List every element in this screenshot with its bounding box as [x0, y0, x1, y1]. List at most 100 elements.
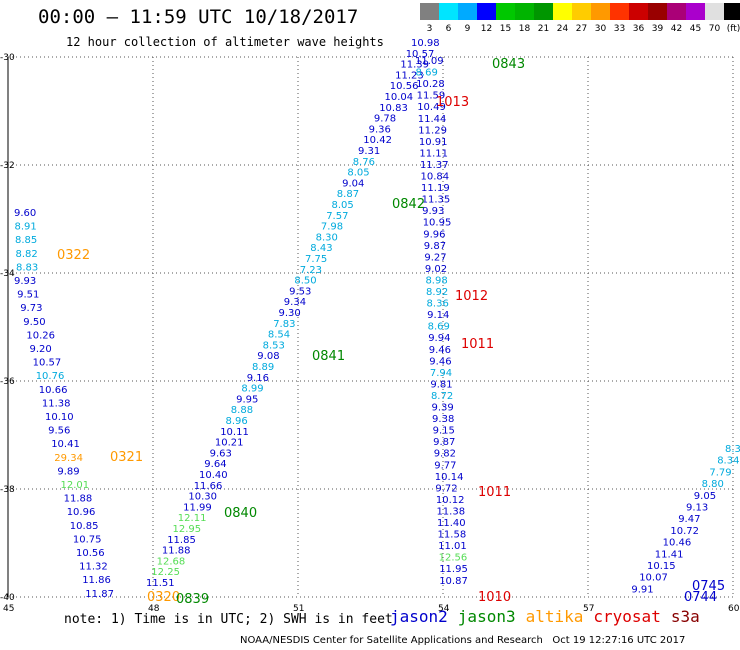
legend-item-altika: altika	[525, 607, 584, 626]
wave-height-value: 10.85	[70, 521, 99, 532]
wave-height-value: 10.98	[411, 38, 440, 49]
colorbar-label: (ft)	[726, 24, 740, 34]
wave-height-value: 10.41	[51, 439, 80, 450]
wave-height-value: 12.25	[151, 567, 180, 578]
wave-height-value: 9.93	[422, 206, 444, 217]
wave-height-value: 7.83	[273, 319, 295, 330]
map-title: 00:00 – 11:59 UTC 10/18/2017	[38, 6, 359, 28]
wave-height-value: 9.87	[433, 437, 455, 448]
wave-height-value: 10.07	[639, 573, 668, 584]
y-tick-label: -38	[0, 485, 15, 495]
wave-height-value: 10.14	[435, 472, 464, 483]
legend-item-jason2: jason2	[390, 607, 448, 626]
colorbar-label: 12	[480, 24, 493, 34]
wave-height-value: 11.35	[422, 195, 451, 206]
colorbar-label: 9	[464, 24, 471, 34]
wave-height-value: 9.89	[57, 466, 79, 477]
wave-height-value: 8.96	[226, 416, 248, 427]
colorbar-label: 24	[556, 24, 569, 34]
wave-height-value: 7.23	[300, 265, 322, 276]
wave-height-value: 11.19	[421, 183, 450, 194]
wave-height-value: 9.93	[14, 276, 36, 287]
pass-label: 0745	[692, 579, 725, 594]
x-tick-label: 54	[438, 604, 450, 614]
wave-height-value: 9.15	[433, 426, 455, 437]
wave-height-value: 12.95	[173, 524, 202, 535]
wave-height-value: 11.01	[438, 541, 467, 552]
colorbar-label: 6	[445, 24, 452, 34]
wave-height-value: 11.88	[162, 546, 191, 557]
colorbar-label: 18	[518, 24, 531, 34]
x-tick-label: 57	[583, 604, 594, 614]
wave-height-value: 8.89	[252, 362, 274, 373]
wave-height-value: 10.15	[647, 561, 676, 572]
wave-height-value: 10.72	[670, 526, 699, 537]
wave-height-value: 9.56	[48, 426, 70, 437]
y-tick-label: -32	[0, 161, 15, 171]
legend-item-s3a: s3a	[670, 607, 700, 626]
wave-height-value: 9.08	[257, 351, 279, 362]
y-tick-label: -34	[0, 269, 15, 279]
colorbar-swatch	[534, 3, 553, 20]
wave-height-value: 11.41	[655, 549, 684, 560]
wave-height-value: 9.47	[678, 514, 700, 525]
wave-height-value: 8.98	[425, 275, 447, 286]
wave-height-value: 8.85	[15, 235, 37, 246]
wave-height-value: 10.91	[419, 137, 448, 148]
wave-height-value: 8.69	[416, 68, 438, 79]
wave-height-value: 8.91	[15, 222, 37, 233]
wave-height-value: 10.87	[439, 576, 468, 587]
wave-height-value: 9.53	[289, 286, 311, 297]
x-tick-label: 51	[293, 604, 304, 614]
y-tick-label: -30	[0, 53, 15, 63]
wave-height-value: 10.56	[390, 81, 419, 92]
wave-height-value: 9.05	[694, 491, 716, 502]
colorbar-swatch	[610, 3, 629, 20]
pass-label: 0744	[684, 590, 717, 605]
pass-label: 1011	[461, 337, 494, 352]
wave-height-value: 10.83	[379, 103, 408, 114]
wave-height-value: 11.37	[420, 160, 449, 171]
wave-height-value: 8.76	[353, 157, 375, 168]
pass-label: 0322	[57, 248, 90, 263]
wave-height-value: 8.50	[294, 276, 316, 287]
wave-height-value: 9.14	[427, 310, 449, 321]
pass-label: 1010	[478, 590, 511, 605]
wave-height-value: 12.68	[157, 556, 186, 567]
wave-height-value: 8.3	[725, 444, 740, 455]
y-tick-label: -36	[0, 377, 15, 387]
wave-height-value: 8.05	[347, 168, 369, 179]
wave-height-value: 10.30	[188, 492, 217, 503]
wave-height-value: 9.27	[424, 252, 446, 263]
wave-height-value: 9.16	[247, 373, 269, 384]
wave-height-value: 11.85	[167, 535, 196, 546]
pass-label: 1011	[478, 485, 511, 500]
wave-height-value: 8.54	[268, 330, 290, 341]
wave-height-value: 11.11	[419, 148, 448, 159]
wave-height-value: 8.43	[310, 243, 332, 254]
colorbar-swatch	[724, 3, 740, 20]
colorbar-swatch	[705, 3, 724, 20]
wave-height-value: 9.94	[428, 333, 450, 344]
colorbar-swatch	[553, 3, 572, 20]
colorbar-label: 70	[708, 24, 721, 34]
wave-height-value: 11.23	[395, 70, 424, 81]
pass-label: 0321	[110, 450, 143, 465]
wave-height-value: 7.75	[305, 254, 327, 265]
wave-height-value: 11.39	[400, 60, 429, 71]
wave-height-value: 9.04	[342, 178, 364, 189]
colorbar-swatch	[629, 3, 648, 20]
wave-height-value: 12.56	[439, 553, 468, 564]
pass-label: 1013	[436, 95, 469, 110]
pass-label: 0843	[492, 57, 525, 72]
colorbar-swatch	[515, 3, 534, 20]
wave-height-value: 10.46	[663, 538, 692, 549]
wave-height-value: 11.44	[418, 114, 447, 125]
wave-height-value: 11.29	[418, 125, 447, 136]
colorbar-label: 30	[594, 24, 607, 34]
wave-height-value: 10.66	[39, 385, 68, 396]
wave-height-value: 10.57	[406, 49, 435, 60]
wave-height-value: 11.87	[85, 589, 114, 600]
colorbar-swatch	[667, 3, 686, 20]
wave-height-value: 9.46	[429, 345, 451, 356]
